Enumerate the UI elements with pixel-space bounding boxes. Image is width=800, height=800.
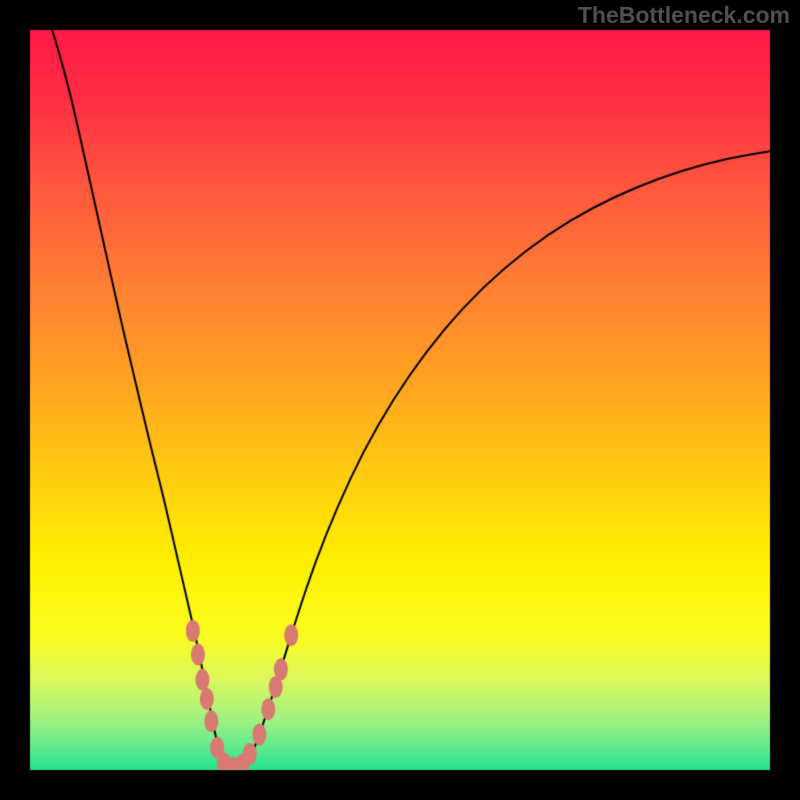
- chart-root: { "watermark": { "text": "TheBottleneck.…: [0, 0, 800, 800]
- watermark-label: TheBottleneck.com: [578, 2, 790, 29]
- bottleneck-curve-plot: [0, 0, 800, 800]
